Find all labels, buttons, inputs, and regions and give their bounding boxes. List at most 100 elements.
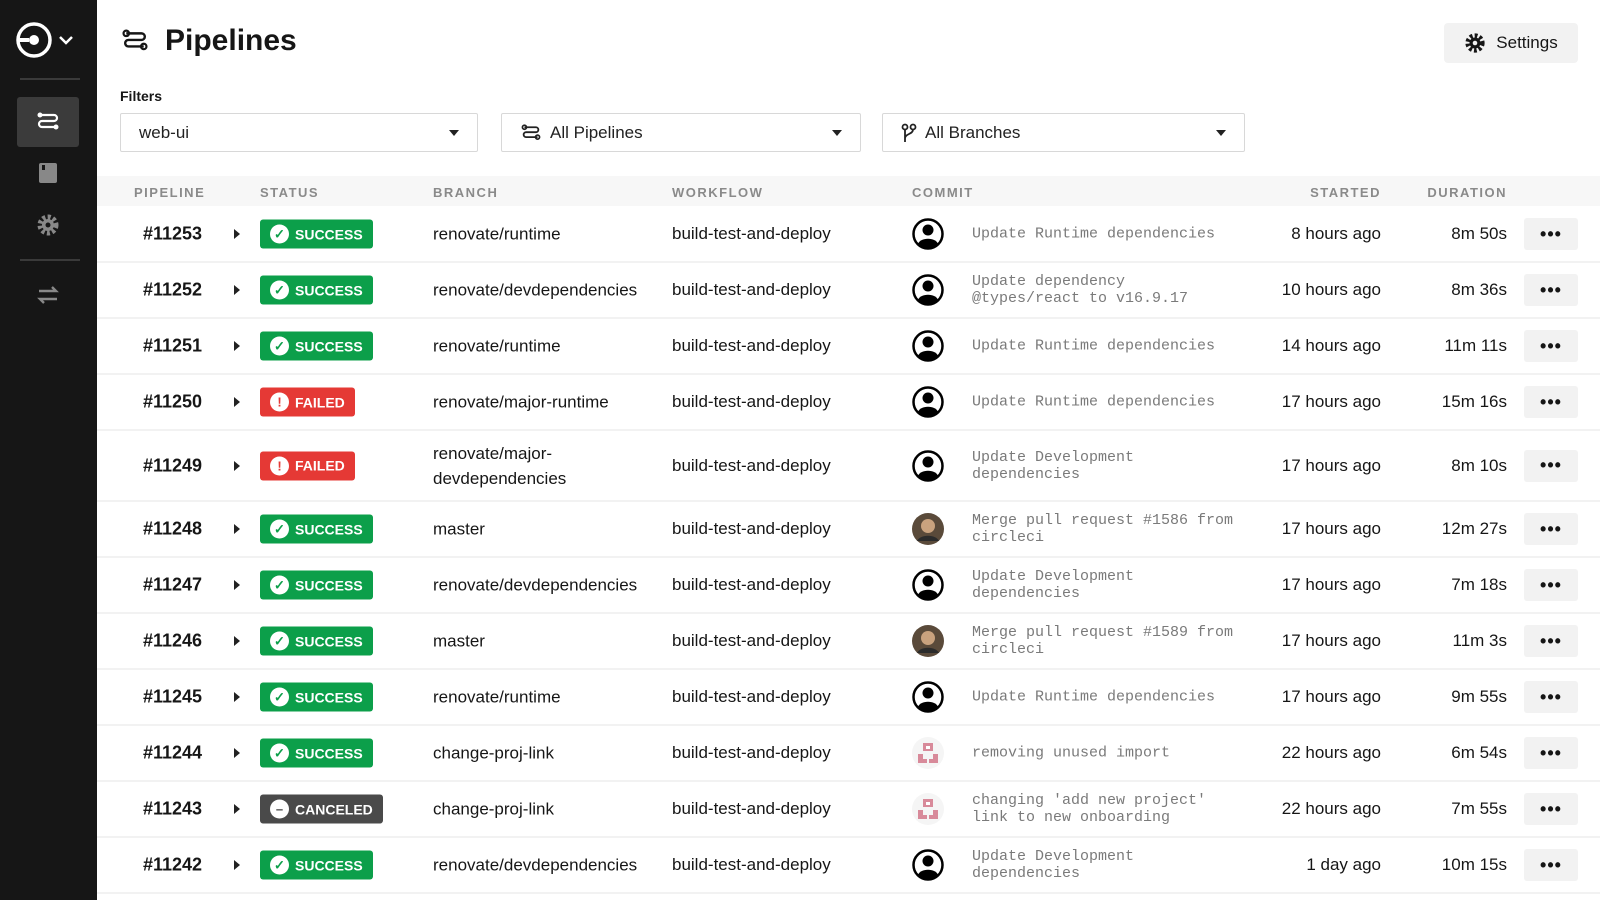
branch-filter-select[interactable]: All Branches [882, 113, 1245, 152]
expand-arrow-icon[interactable] [234, 397, 240, 407]
branch-name[interactable]: renovate/devdependencies [433, 855, 638, 875]
expand-arrow-icon[interactable] [234, 636, 240, 646]
status-badge[interactable]: ✓ SUCCESS [260, 275, 373, 305]
pipeline-number[interactable]: #11248 [143, 518, 203, 539]
project-select[interactable]: web-ui [120, 113, 478, 152]
more-actions-button[interactable]: ••• [1524, 449, 1578, 482]
nav-switch[interactable] [17, 270, 79, 320]
pipeline-number[interactable]: #11249 [143, 455, 203, 475]
expand-arrow-icon[interactable] [234, 285, 240, 295]
status-badge[interactable]: ✓ SUCCESS [260, 219, 373, 249]
more-actions-button[interactable]: ••• [1524, 386, 1578, 418]
expand-arrow-icon[interactable] [234, 460, 240, 471]
more-actions-button[interactable]: ••• [1524, 513, 1578, 545]
status-badge[interactable]: ✓ SUCCESS [260, 570, 373, 600]
table-row[interactable]: #11253 ✓ SUCCESS renovate/runtime build-… [97, 207, 1600, 263]
nav-pipelines[interactable] [17, 97, 79, 147]
status-badge[interactable]: – CANCELED [260, 794, 383, 824]
status-badge[interactable]: ✓ SUCCESS [260, 738, 373, 768]
commit-message[interactable]: Update Runtime dependencies [972, 225, 1216, 243]
status-badge[interactable]: ✓ SUCCESS [260, 850, 373, 880]
pipeline-number[interactable]: #11250 [143, 391, 203, 412]
commit-message[interactable]: Update Development dependencies [972, 848, 1135, 882]
commit-message[interactable]: changing 'add new project' link to new o… [972, 792, 1207, 826]
more-actions-button[interactable]: ••• [1524, 849, 1578, 881]
more-actions-button[interactable]: ••• [1524, 793, 1578, 825]
status-badge[interactable]: ✓ SUCCESS [260, 626, 373, 656]
table-row[interactable]: #11245 ✓ SUCCESS renovate/runtime build-… [97, 670, 1600, 726]
workflow-name[interactable]: build-test-and-deploy [672, 224, 831, 243]
status-badge[interactable]: ! FAILED [260, 451, 355, 480]
table-row[interactable]: #11242 ✓ SUCCESS renovate/devdependencie… [97, 838, 1600, 894]
workflow-name[interactable]: build-test-and-deploy [672, 687, 831, 706]
nav-settings[interactable] [17, 200, 79, 250]
pipeline-number[interactable]: #11242 [143, 854, 203, 875]
commit-message[interactable]: Merge pull request #1586 from circleci [972, 512, 1234, 546]
status-badge[interactable]: ✓ SUCCESS [260, 331, 373, 361]
pipeline-filter-select[interactable]: All Pipelines [501, 113, 861, 152]
more-actions-button[interactable]: ••• [1524, 681, 1578, 713]
branch-name[interactable]: renovate/runtime [433, 687, 561, 707]
more-actions-button[interactable]: ••• [1524, 625, 1578, 657]
expand-arrow-icon[interactable] [234, 341, 240, 351]
commit-message[interactable]: Merge pull request #1589 from circleci [972, 624, 1234, 658]
commit-message[interactable]: Update Runtime dependencies [972, 337, 1216, 355]
workflow-name[interactable]: build-test-and-deploy [672, 799, 831, 818]
branch-name[interactable]: change-proj-link [433, 799, 554, 819]
org-switcher[interactable] [14, 20, 74, 60]
branch-name[interactable]: renovate/major-devdependencies [433, 443, 567, 488]
commit-message[interactable]: Update Runtime dependencies [972, 688, 1216, 706]
branch-name[interactable]: renovate/devdependencies [433, 575, 638, 595]
settings-button[interactable]: Settings [1444, 23, 1578, 63]
pipeline-number[interactable]: #11251 [143, 335, 203, 356]
branch-name[interactable]: renovate/runtime [433, 336, 561, 356]
table-row[interactable]: #11252 ✓ SUCCESS renovate/devdependencie… [97, 263, 1600, 319]
pipeline-number[interactable]: #11243 [143, 798, 203, 819]
expand-arrow-icon[interactable] [234, 804, 240, 814]
branch-name[interactable]: renovate/runtime [433, 224, 561, 244]
more-actions-button[interactable]: ••• [1524, 737, 1578, 769]
status-badge[interactable]: ✓ SUCCESS [260, 514, 373, 544]
nav-projects[interactable] [17, 148, 79, 198]
table-row[interactable]: #11249 ! FAILED renovate/major-devdepend… [97, 431, 1600, 502]
pipeline-number[interactable]: #11247 [143, 574, 203, 595]
workflow-name[interactable]: build-test-and-deploy [672, 280, 831, 299]
workflow-name[interactable]: build-test-and-deploy [672, 855, 831, 874]
expand-arrow-icon[interactable] [234, 229, 240, 239]
expand-arrow-icon[interactable] [234, 692, 240, 702]
branch-name[interactable]: renovate/devdependencies [433, 280, 638, 300]
branch-name[interactable]: master [433, 519, 485, 539]
table-row[interactable]: #11246 ✓ SUCCESS master build-test-and-d… [97, 614, 1600, 670]
more-actions-button[interactable]: ••• [1524, 274, 1578, 306]
expand-arrow-icon[interactable] [234, 748, 240, 758]
workflow-name[interactable]: build-test-and-deploy [672, 631, 831, 650]
more-actions-button[interactable]: ••• [1524, 330, 1578, 362]
workflow-name[interactable]: build-test-and-deploy [672, 336, 831, 355]
pipeline-number[interactable]: #11244 [143, 742, 203, 763]
pipeline-number[interactable]: #11246 [143, 630, 203, 651]
pipeline-number[interactable]: #11253 [143, 223, 203, 244]
status-badge[interactable]: ✓ SUCCESS [260, 682, 373, 712]
workflow-name[interactable]: build-test-and-deploy [672, 575, 831, 594]
workflow-name[interactable]: build-test-and-deploy [672, 743, 831, 762]
branch-name[interactable]: change-proj-link [433, 743, 554, 763]
pipeline-number[interactable]: #11245 [143, 686, 203, 707]
table-row[interactable]: #11244 ✓ SUCCESS change-proj-link build-… [97, 726, 1600, 782]
status-badge[interactable]: ! FAILED [260, 387, 355, 417]
commit-message[interactable]: Update Development dependencies [972, 448, 1135, 483]
commit-message[interactable]: Update dependency @types/react to v16.9.… [972, 273, 1189, 307]
expand-arrow-icon[interactable] [234, 580, 240, 590]
table-row[interactable]: #11250 ! FAILED renovate/major-runtime b… [97, 375, 1600, 431]
table-row[interactable]: #11243 – CANCELED change-proj-link build… [97, 782, 1600, 838]
table-row[interactable]: #11247 ✓ SUCCESS renovate/devdependencie… [97, 558, 1600, 614]
table-row[interactable]: #11251 ✓ SUCCESS renovate/runtime build-… [97, 319, 1600, 375]
expand-arrow-icon[interactable] [234, 524, 240, 534]
workflow-name[interactable]: build-test-and-deploy [672, 519, 831, 538]
workflow-name[interactable]: build-test-and-deploy [672, 455, 831, 475]
expand-arrow-icon[interactable] [234, 860, 240, 870]
pipeline-number[interactable]: #11252 [143, 279, 203, 300]
more-actions-button[interactable]: ••• [1524, 569, 1578, 601]
commit-message[interactable]: Update Runtime dependencies [972, 393, 1216, 411]
branch-name[interactable]: renovate/major-runtime [433, 392, 609, 412]
commit-message[interactable]: removing unused import [972, 744, 1171, 762]
